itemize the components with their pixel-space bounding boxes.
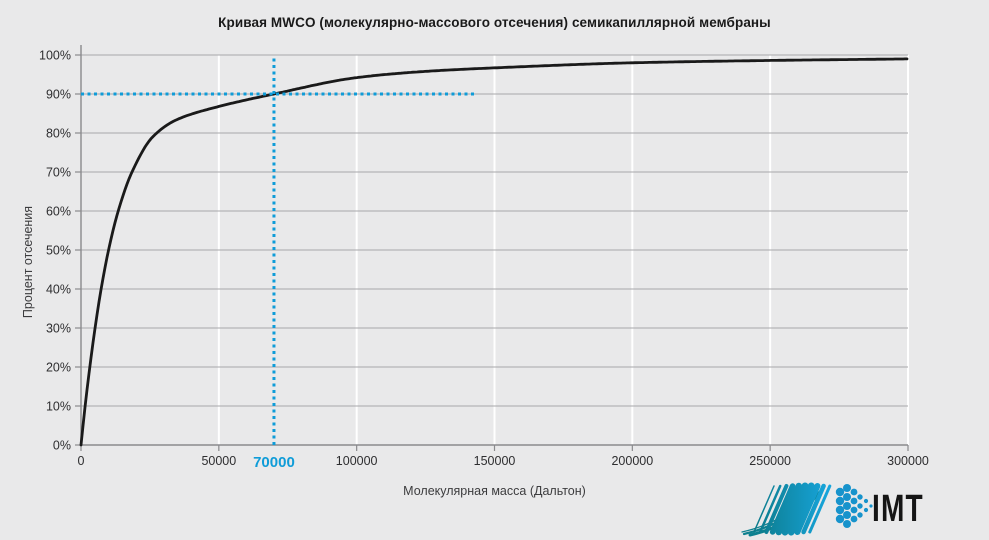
horizontal-gridlines <box>81 54 908 407</box>
mwco-curve-layer <box>79 57 909 447</box>
mwco-curve <box>79 57 909 447</box>
y-tick-label: 80% <box>46 127 71 141</box>
logo-halftone-dots <box>835 484 873 528</box>
x-tick-label: 250000 <box>749 454 791 468</box>
y-tick-label: 0% <box>53 439 71 453</box>
logo-dot <box>857 512 863 518</box>
logo-dot <box>869 504 873 508</box>
logo-dot <box>843 484 851 492</box>
logo-brush-line <box>787 482 815 536</box>
x-tick-label: 300000 <box>887 454 929 468</box>
logo-brush-line <box>758 484 782 534</box>
axes <box>75 45 909 451</box>
x-tick-label: 150000 <box>474 454 516 468</box>
x-tick-label: 0 <box>78 454 85 468</box>
logo-brush-line <box>781 482 809 536</box>
logo-dot <box>835 505 845 515</box>
logo-dot <box>857 494 863 500</box>
logo-dot <box>835 496 845 506</box>
logo-brush-line <box>764 484 789 534</box>
logo-dot <box>857 503 863 509</box>
y-tick-label: 40% <box>46 283 71 297</box>
y-tick-label: 90% <box>46 88 71 102</box>
logo-brush-line <box>769 483 796 535</box>
logo-dot <box>835 514 845 524</box>
y-tick-label: 100% <box>39 49 71 63</box>
logo-brush-line <box>801 483 826 535</box>
chart-title: Кривая MWCO (молекулярно-массового отсеч… <box>218 15 771 30</box>
x-tick-label: 50000 <box>201 454 236 468</box>
logo-dot <box>843 502 851 510</box>
y-tick-label: 10% <box>46 400 71 414</box>
logo-text: IMT <box>872 488 924 530</box>
logo-brush-line <box>753 485 775 533</box>
logo-dot <box>835 487 845 497</box>
logo-dot <box>850 515 858 523</box>
logo-dot <box>850 488 858 496</box>
logo-dot <box>843 520 851 528</box>
logo-dot <box>850 506 858 514</box>
mwco-value-label: 70000 <box>253 454 295 471</box>
logo-dot <box>863 498 869 504</box>
y-tick-label: 70% <box>46 166 71 180</box>
y-tick-label: 30% <box>46 322 71 336</box>
y-tick-label: 50% <box>46 244 71 258</box>
logo-dot <box>843 493 851 501</box>
logo-brush-stroke <box>753 482 832 536</box>
imt-logo: IMT <box>741 482 924 537</box>
logo-brush-line <box>794 483 821 535</box>
mwco-annotation-layer <box>81 55 476 445</box>
logo-brush-line <box>775 482 803 536</box>
x-axis-title: Молекулярная масса (Дальтон) <box>403 484 586 498</box>
logo-dot <box>843 511 851 519</box>
x-tick-label: 200000 <box>611 454 653 468</box>
x-tick-label: 100000 <box>336 454 378 468</box>
y-tick-label: 60% <box>46 205 71 219</box>
y-tick-label: 20% <box>46 361 71 375</box>
logo-brush-line <box>808 484 832 534</box>
logo-dot <box>850 497 858 505</box>
tick-labels: 0% 10% 20% 30% 40% 50% 60% 70% 80% 90% 100% 0 50000 1… <box>39 49 929 472</box>
y-axis-title: Процент отсечения <box>21 205 35 319</box>
logo-dot <box>863 507 869 513</box>
